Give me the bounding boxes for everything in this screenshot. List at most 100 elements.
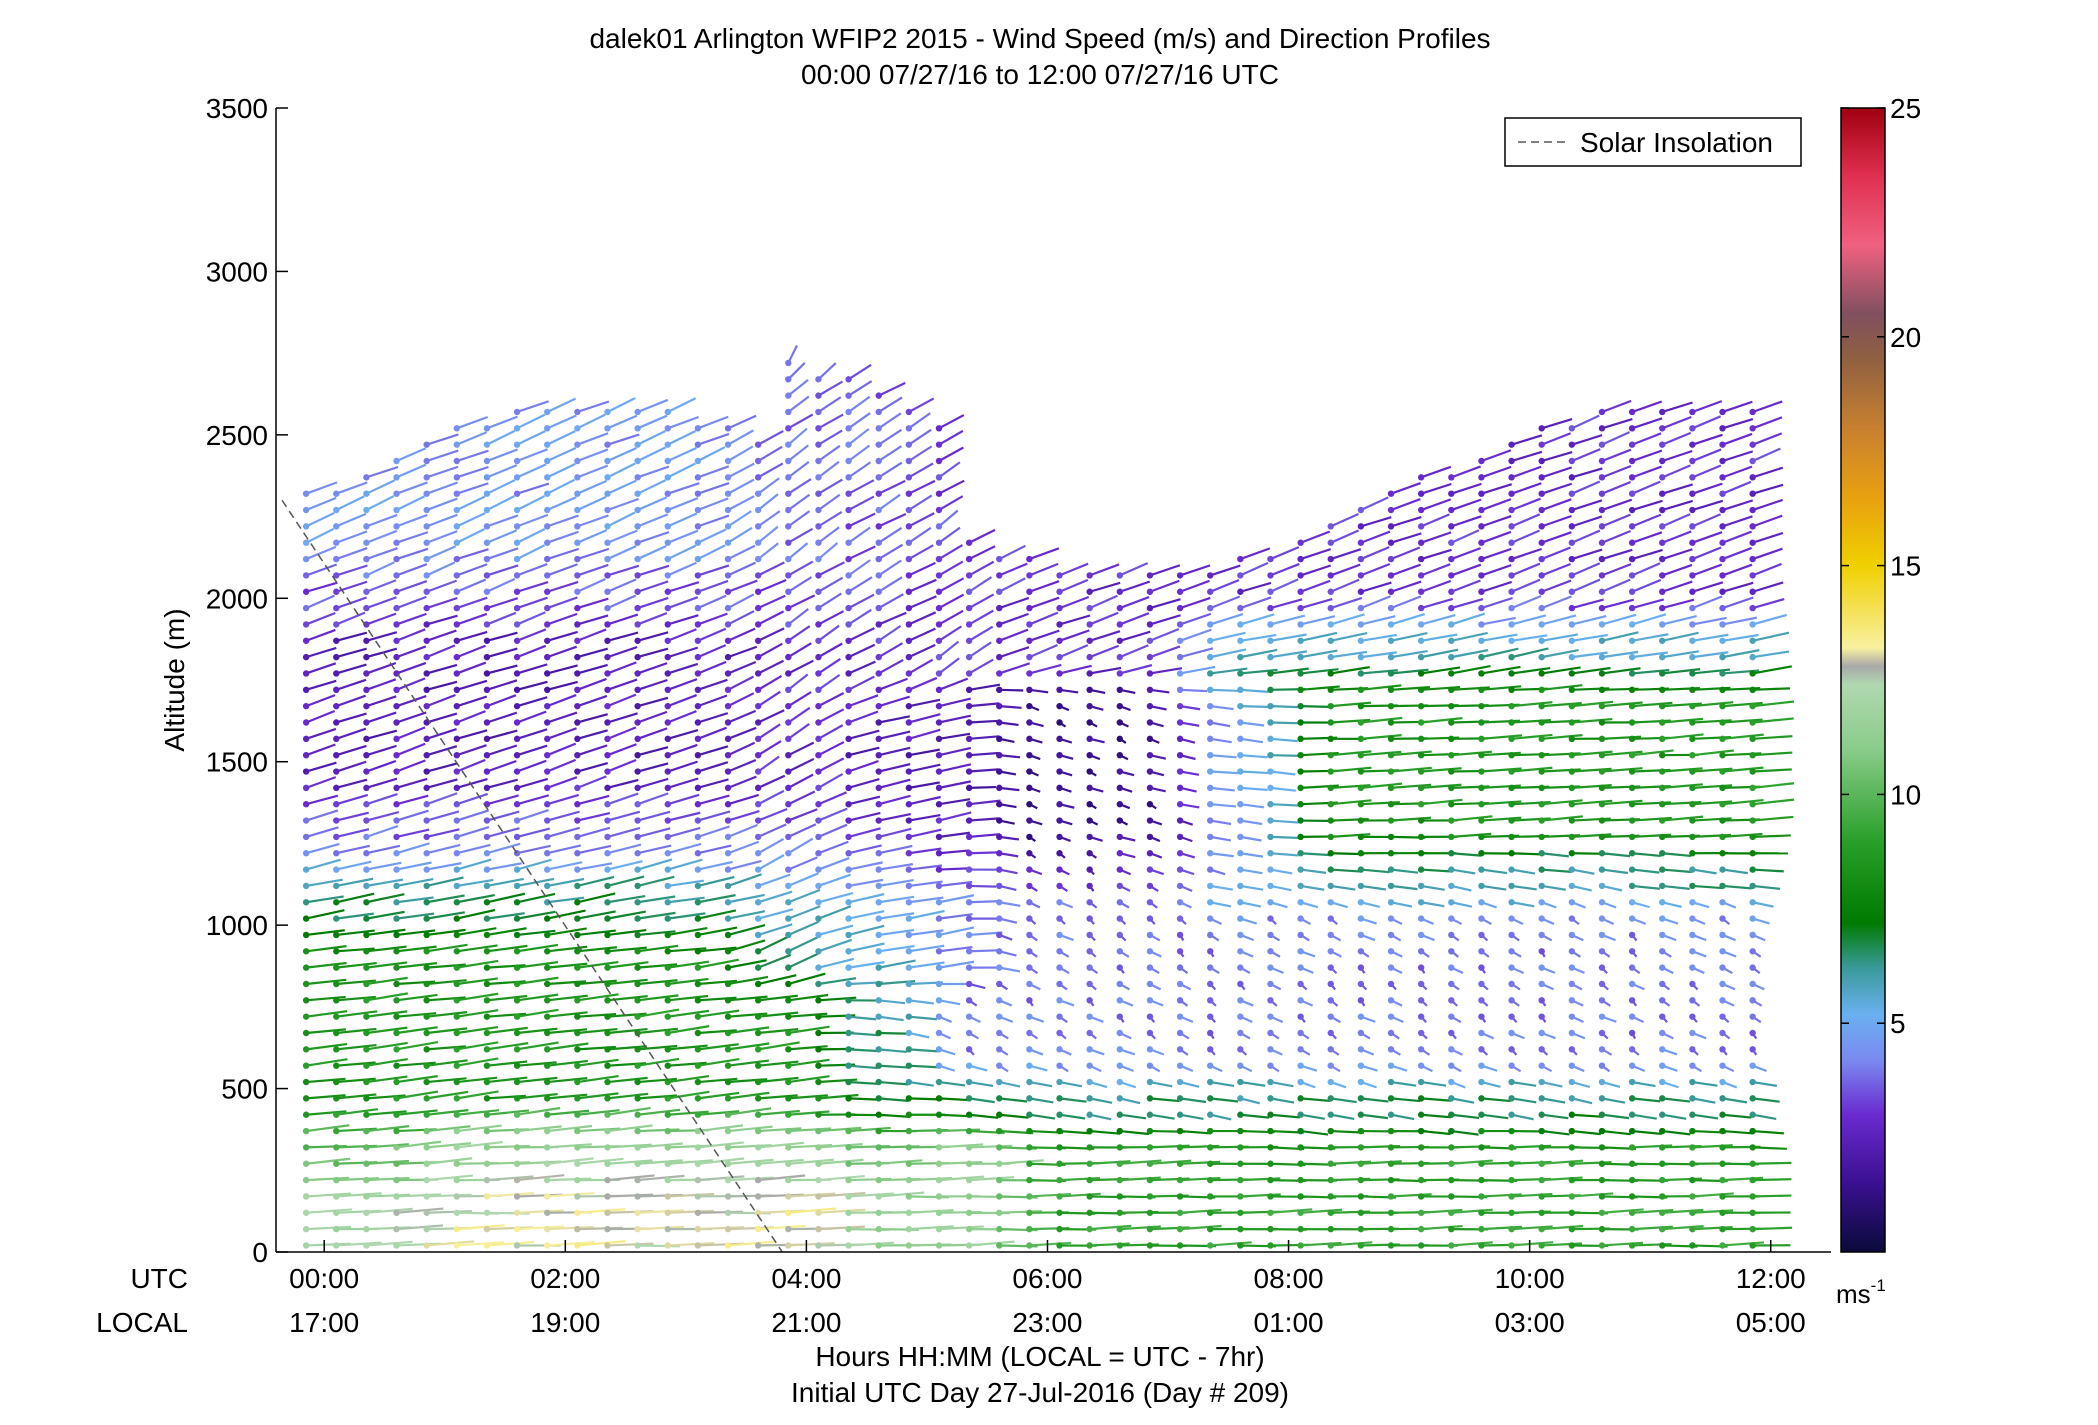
wind-barb xyxy=(1568,783,1612,792)
wind-barb xyxy=(724,975,769,988)
wind-barb xyxy=(1207,948,1215,958)
wind-barb xyxy=(875,1159,923,1167)
wind-barb xyxy=(574,762,609,775)
wind-barb xyxy=(935,763,972,775)
wind-barb xyxy=(1478,665,1521,677)
wind-barb xyxy=(1207,1095,1239,1103)
wind-barb xyxy=(1116,931,1127,942)
wind-barb xyxy=(513,1225,565,1233)
wind-barb xyxy=(845,893,885,906)
wind-barb xyxy=(1538,850,1569,858)
wind-barb xyxy=(1387,766,1432,775)
wind-barb xyxy=(1146,1029,1156,1040)
wind-barb xyxy=(1689,1192,1734,1200)
wind-barb xyxy=(1508,964,1525,974)
wind-barb xyxy=(754,627,785,644)
wind-barb xyxy=(453,679,488,694)
y-tick-label: 1500 xyxy=(206,747,268,778)
wind-barb xyxy=(333,1061,376,1069)
wind-barb xyxy=(513,611,546,628)
wind-barb xyxy=(1417,717,1463,726)
wind-barb xyxy=(423,778,458,792)
wind-barb xyxy=(604,1174,655,1184)
wind-barb xyxy=(1387,482,1422,497)
wind-barb xyxy=(694,909,737,922)
x-tick-label-utc: 08:00 xyxy=(1254,1263,1324,1294)
wind-barb xyxy=(604,894,646,906)
wind-barb xyxy=(1297,1208,1343,1216)
wind-barb xyxy=(664,415,699,432)
wind-barb xyxy=(1448,498,1482,514)
wind-barb xyxy=(544,1241,595,1249)
wind-barb xyxy=(1116,580,1151,595)
wind-barb xyxy=(544,1093,588,1102)
wind-barb xyxy=(845,1192,894,1200)
wind-barb xyxy=(544,694,577,710)
wind-barb xyxy=(1749,866,1784,873)
wind-barb xyxy=(1478,1225,1523,1233)
wind-barb xyxy=(845,495,875,514)
wind-barb xyxy=(996,931,1013,941)
wind-barb xyxy=(333,877,374,890)
wind-barb xyxy=(1538,1111,1569,1120)
wind-barb xyxy=(1448,612,1486,628)
wind-barb xyxy=(1116,915,1127,925)
wind-barb xyxy=(1568,1029,1586,1040)
wind-barb xyxy=(302,945,347,955)
wind-barb xyxy=(513,1174,565,1184)
wind-barb xyxy=(1417,798,1463,808)
wind-barb xyxy=(664,482,700,497)
wind-barb xyxy=(694,594,727,612)
wind-barb xyxy=(996,735,1015,744)
wind-barb xyxy=(1478,465,1512,481)
wind-barb xyxy=(1297,997,1314,1007)
wind-barb xyxy=(544,580,579,595)
wind-barb xyxy=(1026,1062,1048,1072)
wind-barb xyxy=(1689,767,1733,775)
wind-barb xyxy=(875,879,914,890)
wind-barb xyxy=(1086,594,1118,612)
legend-label-solar-insolation: Solar Insolation xyxy=(1580,127,1773,158)
wind-barb xyxy=(634,810,671,824)
wind-barb xyxy=(1628,948,1638,958)
wind-barb xyxy=(1417,1111,1452,1119)
wind-barb xyxy=(664,858,703,873)
wind-barb xyxy=(1176,1062,1194,1073)
wind-barb xyxy=(1478,1193,1522,1200)
wind-barb xyxy=(1448,931,1460,942)
wind-barb xyxy=(1237,1111,1270,1119)
wind-barb xyxy=(1237,751,1268,759)
wind-barb xyxy=(363,893,405,906)
wind-barb xyxy=(1448,598,1484,612)
wind-barb xyxy=(363,1143,409,1151)
wind-barb xyxy=(513,808,549,824)
wind-barb xyxy=(1056,1062,1069,1073)
wind-barb xyxy=(815,460,840,481)
wind-barb xyxy=(815,957,854,971)
wind-barb xyxy=(1749,700,1795,710)
wind-barb xyxy=(1116,1029,1132,1040)
wind-barb xyxy=(574,875,615,890)
wind-barb xyxy=(1478,1046,1489,1056)
wind-barb xyxy=(845,1062,878,1070)
wind-barb xyxy=(905,643,936,661)
wind-barb xyxy=(544,1059,588,1069)
wind-barb xyxy=(905,1225,954,1233)
wind-barb xyxy=(996,1013,1014,1023)
wind-barb xyxy=(1056,784,1072,793)
wind-barb xyxy=(875,1062,910,1069)
wind-barb xyxy=(1689,866,1717,875)
wind-barb xyxy=(604,961,649,971)
wind-barb xyxy=(604,1076,648,1086)
wind-barb xyxy=(1749,915,1770,925)
wind-barb xyxy=(483,547,519,563)
wind-barb xyxy=(996,544,1026,563)
wind-barb xyxy=(815,658,841,677)
wind-barb xyxy=(1176,579,1210,595)
wind-barb xyxy=(1146,931,1161,942)
wind-barb xyxy=(1417,931,1435,942)
wind-barb xyxy=(724,526,753,546)
wind-barb xyxy=(1267,562,1300,579)
wind-barb xyxy=(905,728,941,743)
wind-barb xyxy=(845,545,876,563)
